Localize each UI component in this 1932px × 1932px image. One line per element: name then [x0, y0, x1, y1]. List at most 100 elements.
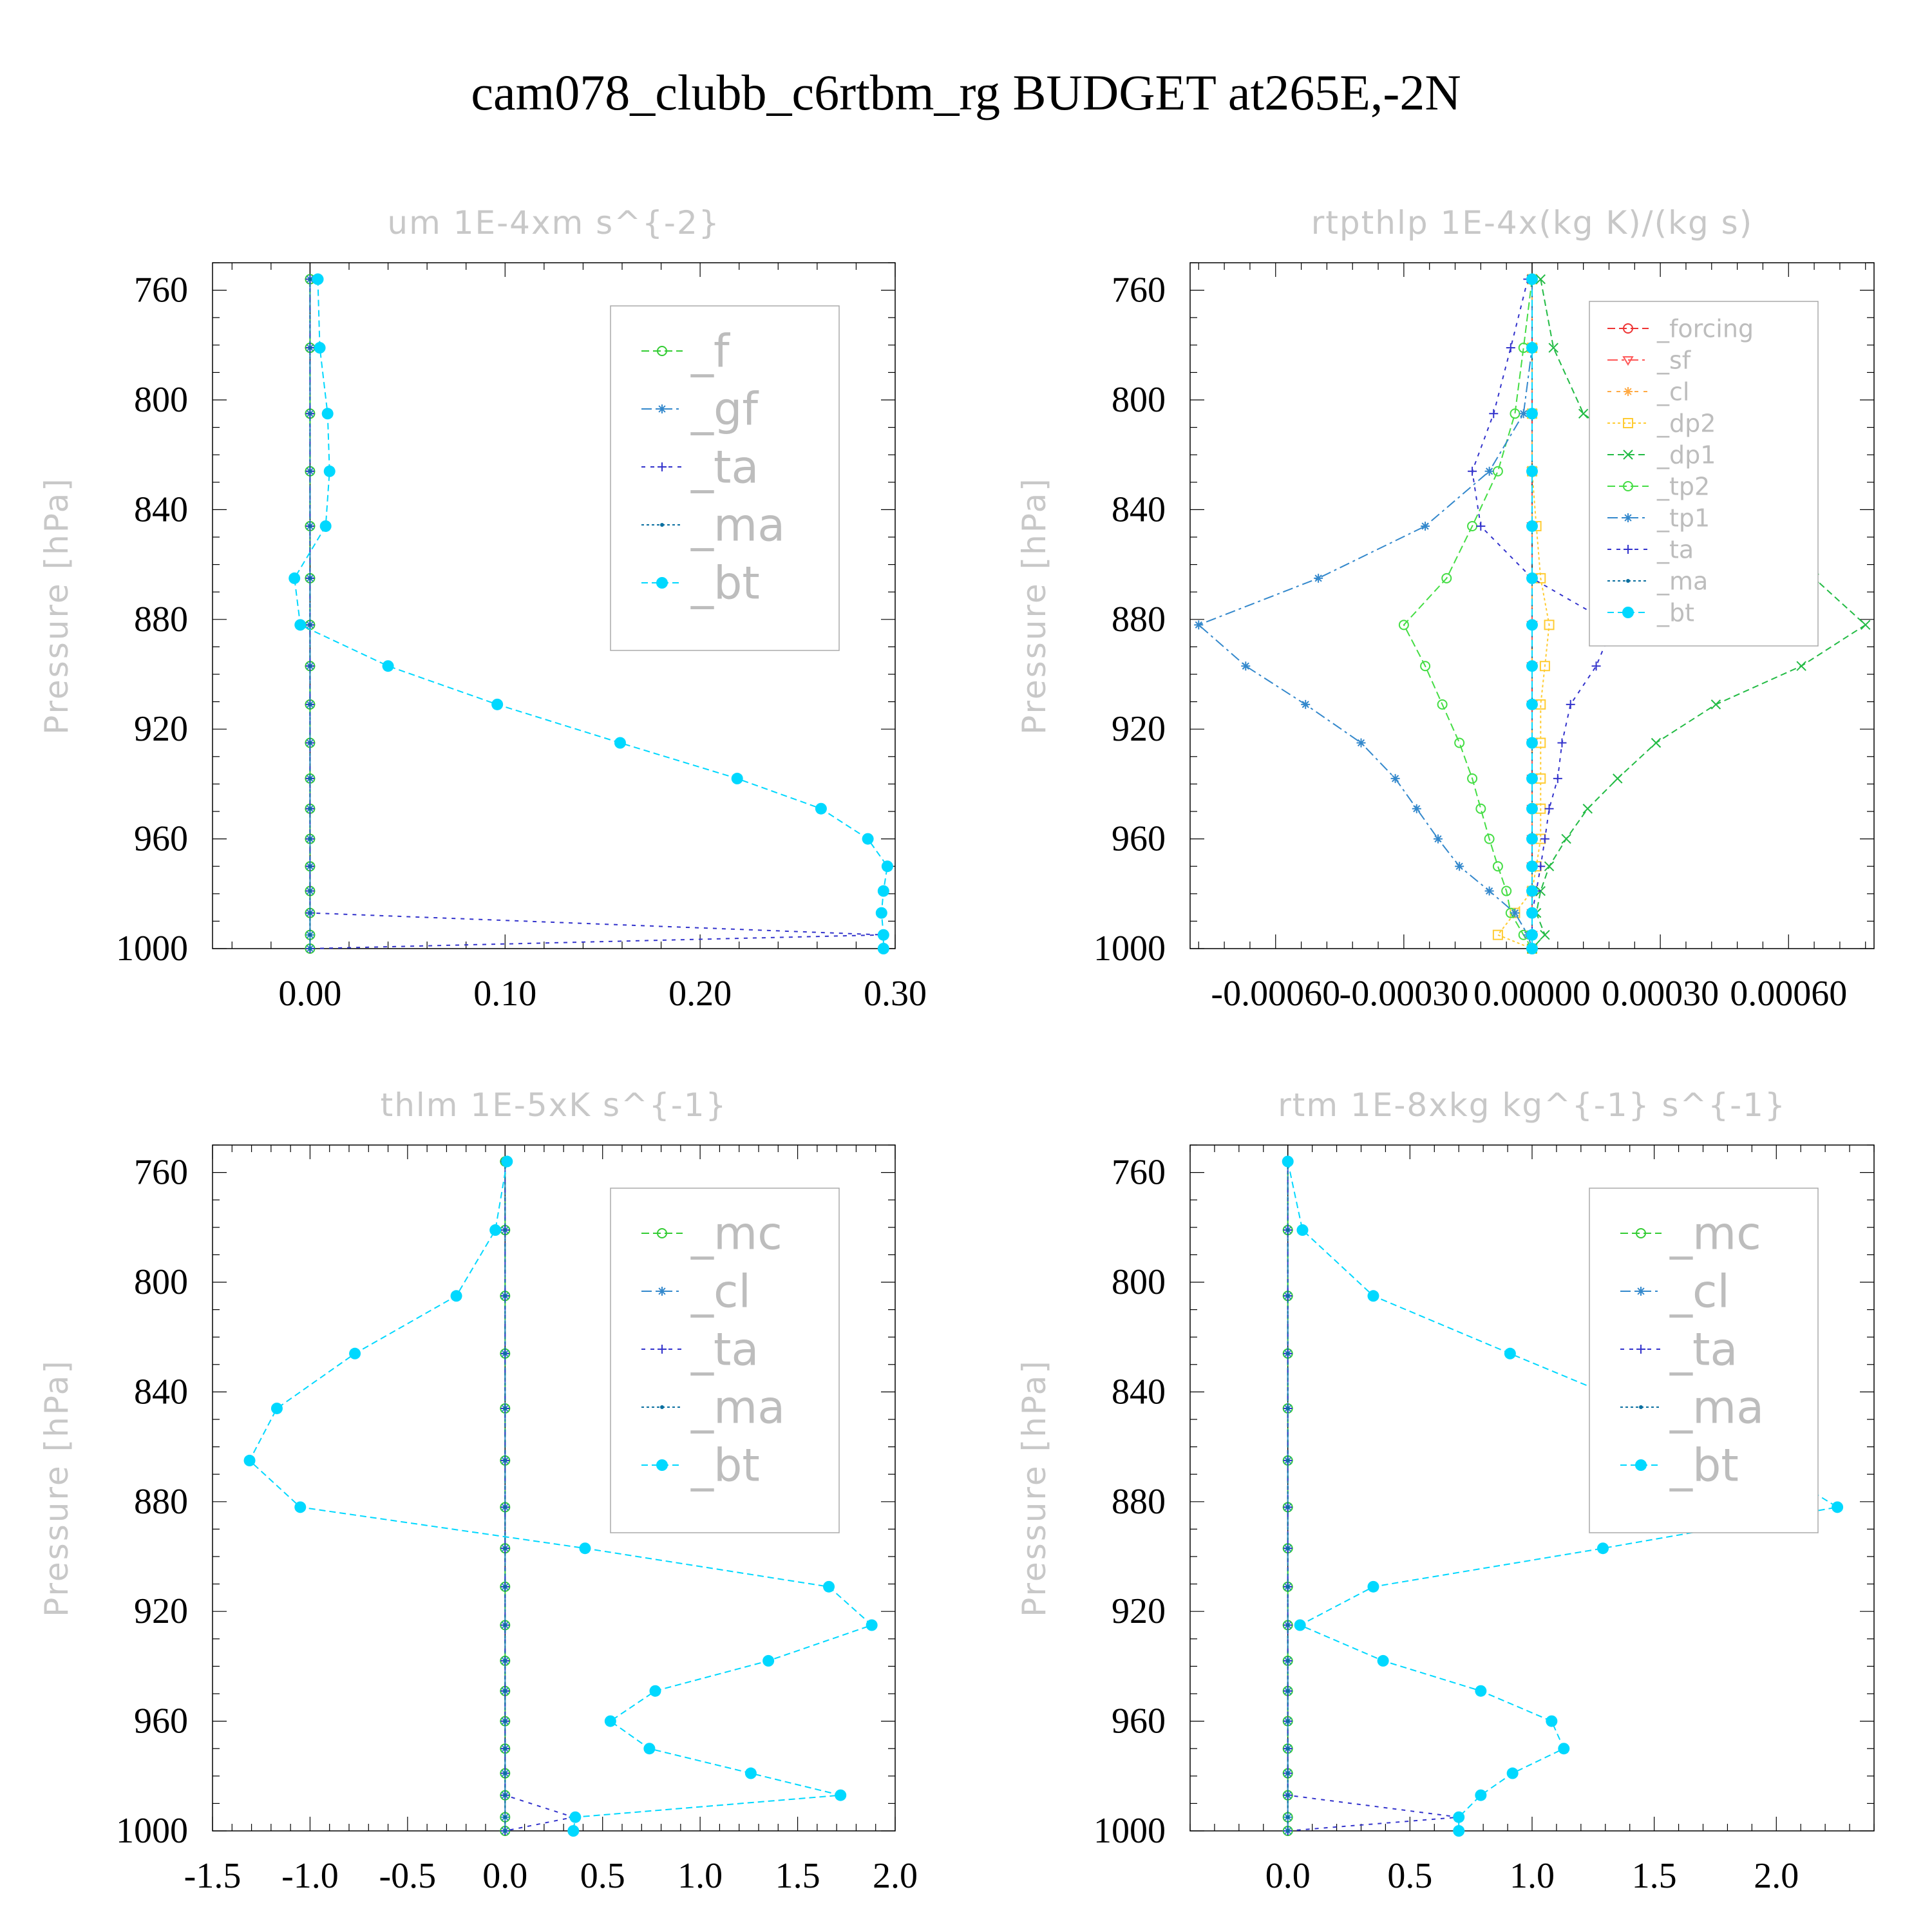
data-point — [503, 1458, 507, 1463]
plot-frame — [212, 262, 896, 949]
panel-title: um 1E-4xm s^{-2} — [387, 204, 720, 242]
series-ta — [500, 1157, 578, 1835]
data-point — [1504, 1347, 1516, 1359]
data-point — [1453, 1811, 1465, 1823]
data-point — [1526, 907, 1538, 919]
data-point — [503, 1747, 507, 1751]
data-point — [1468, 466, 1477, 476]
legend: _mc_cl_ta_ma_bt — [610, 1188, 840, 1533]
legend: _mc_cl_ta_ma_bt — [1589, 1188, 1819, 1533]
data-point — [1596, 1542, 1609, 1555]
legend-marker — [1623, 323, 1633, 334]
plot-frame — [212, 1144, 896, 1832]
legend-label: _ma — [690, 499, 785, 552]
y-tick-label: 1000 — [1094, 1811, 1166, 1851]
panel-4: rtm 1E-8xkg kg^{-1} s^{-1} Pressure [hPa]… — [1016, 1086, 1875, 1896]
data-point — [1540, 834, 1549, 844]
data-point — [503, 1584, 507, 1589]
y-tick-label: 920 — [1112, 709, 1166, 749]
y-tick-label: 840 — [134, 1372, 188, 1412]
y-tick-label: 840 — [1112, 489, 1166, 529]
data-point — [744, 1767, 757, 1779]
data-point — [308, 806, 312, 811]
series-tp2 — [1398, 274, 1537, 954]
data-point — [491, 698, 504, 710]
legend-marker — [1623, 450, 1633, 460]
data-point — [1285, 1351, 1290, 1356]
data-point — [1591, 661, 1601, 671]
y-axis-label: Pressure [hPa] — [1016, 477, 1053, 735]
y-tick-label: 760 — [134, 1153, 188, 1193]
panels: um 1E-4xm s^{-2} Pressure [hPa] 760 800 840 8… — [38, 204, 1875, 1896]
legend-marker — [1626, 579, 1630, 583]
data-point — [1285, 1719, 1290, 1723]
x-tick-label: -0.5 — [379, 1856, 437, 1896]
data-point — [877, 943, 889, 954]
legend-label: _cl — [1669, 1265, 1730, 1318]
data-point — [1832, 1501, 1844, 1513]
data-point — [1535, 274, 1546, 285]
y-tick-label: 800 — [134, 1262, 188, 1302]
data-point — [1285, 1658, 1290, 1663]
data-point — [450, 1290, 462, 1302]
data-point — [314, 342, 326, 354]
legend-label: _ta — [690, 441, 759, 494]
data-point — [1433, 834, 1443, 844]
data-point — [1421, 521, 1430, 531]
data-point — [569, 1811, 582, 1823]
data-point — [503, 1793, 507, 1797]
data-point — [1285, 1584, 1290, 1589]
legend-label: _bt — [690, 557, 760, 610]
y-tick-label: 880 — [1112, 600, 1166, 639]
data-point — [1561, 833, 1571, 844]
data-point — [1557, 738, 1567, 748]
data-point — [503, 1689, 507, 1693]
data-point — [881, 860, 893, 873]
data-point — [308, 864, 312, 869]
legend-box — [1589, 1188, 1819, 1533]
x-tick-label: 1.5 — [1632, 1856, 1677, 1896]
data-point — [1377, 1654, 1389, 1667]
x-tick-label: 0.0 — [1265, 1856, 1311, 1896]
figure-title: cam078_clubb_c6rtbm_rg BUDGET at265E,-2N — [471, 64, 1461, 120]
data-point — [1285, 1294, 1290, 1298]
data-point — [1553, 773, 1562, 783]
y-tick-label: 920 — [134, 1591, 188, 1631]
data-point — [1506, 343, 1515, 353]
x-tick-label: 0.0 — [482, 1856, 527, 1896]
data-point — [1526, 619, 1538, 631]
series-line — [1287, 1161, 1839, 1831]
data-point — [1526, 929, 1538, 941]
data-point — [1519, 409, 1528, 419]
y-tick-label: 760 — [1112, 1153, 1166, 1193]
legend-box — [610, 305, 840, 651]
data-point — [1526, 342, 1538, 354]
x-tick-label: -1.0 — [281, 1856, 339, 1896]
data-point — [1492, 861, 1503, 872]
y-tick-label: 960 — [134, 1701, 188, 1741]
data-point — [1475, 803, 1486, 814]
data-point — [1475, 1789, 1487, 1801]
data-point — [308, 524, 312, 528]
data-point — [1484, 466, 1494, 476]
series-bt — [289, 273, 893, 954]
data-point — [1301, 699, 1311, 709]
data-point — [1285, 1815, 1290, 1819]
data-point — [1492, 466, 1503, 477]
data-point — [503, 1294, 507, 1298]
data-point — [1294, 1619, 1306, 1631]
x-tick-label: 0.30 — [864, 974, 927, 1014]
data-point — [614, 737, 626, 749]
data-point — [503, 1505, 507, 1510]
data-point — [308, 911, 312, 915]
data-point — [323, 465, 336, 477]
legend-label: _bt — [1656, 598, 1694, 627]
data-point — [312, 273, 324, 285]
data-point — [762, 1654, 775, 1667]
legend-marker — [656, 577, 668, 589]
data-point — [1398, 620, 1409, 630]
data-point — [1861, 620, 1871, 630]
data-point — [579, 1542, 591, 1555]
legend-label: _mc — [690, 1208, 782, 1260]
